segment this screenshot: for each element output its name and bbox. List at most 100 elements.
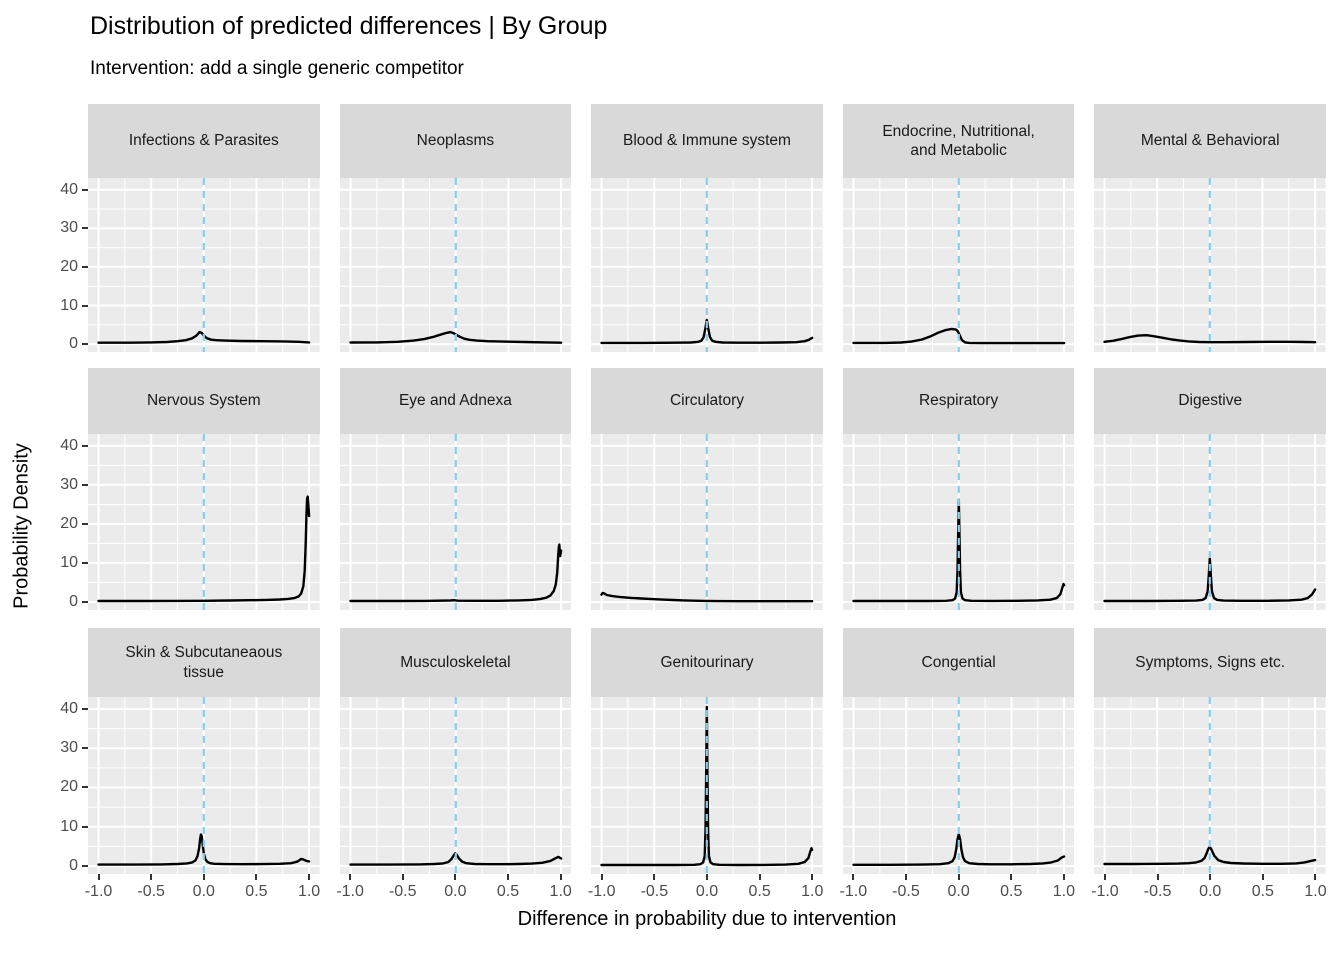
y-tick-mark [82,265,88,268]
density-curve [1103,557,1317,603]
facet-panel [842,178,1075,352]
density-curve [600,591,814,603]
facet-strip: Neoplasms [339,104,572,178]
x-tick-mark [255,874,258,880]
facet-label: Digestive [1178,392,1243,410]
x-tick-mark [97,874,100,880]
facet-label: Blood & Immune system [622,132,791,150]
facet-label: Congential [921,653,996,671]
x-tick-label: 1.0 [549,883,572,900]
x-tick-label: -0.5 [388,883,417,900]
x-tick-label: 0.0 [192,883,215,900]
facet-strip: Musculoskeletal [339,628,572,697]
facet-panel [339,697,572,874]
x-tick-mark [1314,874,1317,880]
facet-panel [1094,434,1326,610]
x-tick-mark [150,874,153,880]
y-tick-label: 30 [60,739,78,757]
facet-panel [1094,178,1326,352]
x-tick-label: 1.0 [1304,883,1327,900]
facet-label: Skin & Subcutaneaous tissue [125,644,283,681]
y-tick-label: 10 [60,553,78,571]
facet-panel [339,178,572,352]
facet-panel [88,178,320,352]
x-tick-label: -0.5 [137,883,165,900]
x-tick-label: -1.0 [84,883,113,900]
x-tick-mark [559,874,562,880]
x-tick-mark [454,874,457,880]
facet-label: Infections & Parasites [128,132,279,150]
x-tick-mark [706,874,708,880]
y-tick-mark [82,227,88,230]
x-tick-mark [600,874,603,880]
facet-label: Musculoskeletal [400,653,511,671]
facet-strip: Circulatory [591,368,823,434]
panel-gridlines [339,178,572,352]
panel-gridlines [339,697,572,874]
facet-strip: Respiratory [842,368,1075,434]
facet-strip: Blood & Immune system [591,104,823,178]
y-tick-label: 20 [60,778,78,796]
density-curve [1103,334,1317,344]
x-tick-mark [308,874,311,880]
y-tick-mark [82,707,88,710]
x-tick-label: 1.0 [801,883,824,900]
x-tick-label: 0.0 [695,883,719,900]
facet-strip: Endocrine, Nutritional, and Metabolic [842,104,1075,178]
facet-strip: Skin & Subcutaneaous tissue [88,628,320,697]
x-tick-label: 0.5 [1251,883,1274,900]
x-tick-label: -1.0 [587,883,616,900]
y-tick-label: 10 [60,817,78,835]
x-tick-mark [1103,874,1106,880]
facet-strip: Mental & Behavioral [1094,104,1326,178]
y-tick-mark [82,522,88,525]
density-curve [852,327,1066,345]
facet-label: Eye and Adnexa [398,392,512,410]
x-tick-label: -0.5 [640,883,669,900]
x-tick-label: -0.5 [1143,883,1172,900]
facet-strip: Symptoms, Signs etc. [1094,628,1326,697]
facet-label: Endocrine, Nutritional, and Metabolic [882,122,1035,159]
x-axis-title: Difference in probability due to interve… [517,908,897,930]
chart-subtitle: Intervention: add a single generic compe… [90,58,464,79]
density-curve [1103,845,1317,866]
facet-label: Respiratory [918,392,999,410]
facet-label: Circulatory [669,392,745,410]
y-tick-mark [82,304,88,307]
y-tick-label: 20 [60,257,78,275]
facet-label: Neoplasms [416,132,495,150]
x-tick-label: 0.5 [245,883,268,900]
y-tick-mark [82,825,88,828]
facet-label: Mental & Behavioral [1140,132,1280,150]
x-tick-mark [758,874,761,880]
y-tick-label: 40 [60,180,78,198]
facet-strip: Congential [842,628,1075,697]
facet-label: Nervous System [146,392,261,410]
x-tick-label: 1.0 [1052,883,1075,900]
x-tick-mark [957,874,960,880]
y-tick-mark [82,747,88,750]
x-tick-mark [811,874,814,880]
x-tick-mark [1010,874,1013,880]
x-tick-mark [1156,874,1159,880]
y-tick-label: 30 [60,475,78,493]
x-tick-mark [349,874,352,880]
facet-label: Symptoms, Signs etc. [1135,653,1286,671]
facet-panel [842,434,1075,610]
facet-strip: Digestive [1094,368,1326,434]
x-tick-mark [202,874,205,880]
x-tick-mark [1209,874,1212,880]
y-tick-mark [82,343,88,346]
y-tick-label: 30 [60,219,78,237]
facet-strip: Nervous System [88,368,320,434]
density-curve [600,318,814,345]
facet-strip: Infections & Parasites [88,104,320,178]
y-tick-mark [82,483,88,486]
density-curve [348,543,562,603]
x-tick-mark [401,874,404,880]
facet-panel [842,697,1075,874]
x-tick-label: 0.0 [444,883,467,900]
x-tick-label: -1.0 [1091,883,1119,900]
